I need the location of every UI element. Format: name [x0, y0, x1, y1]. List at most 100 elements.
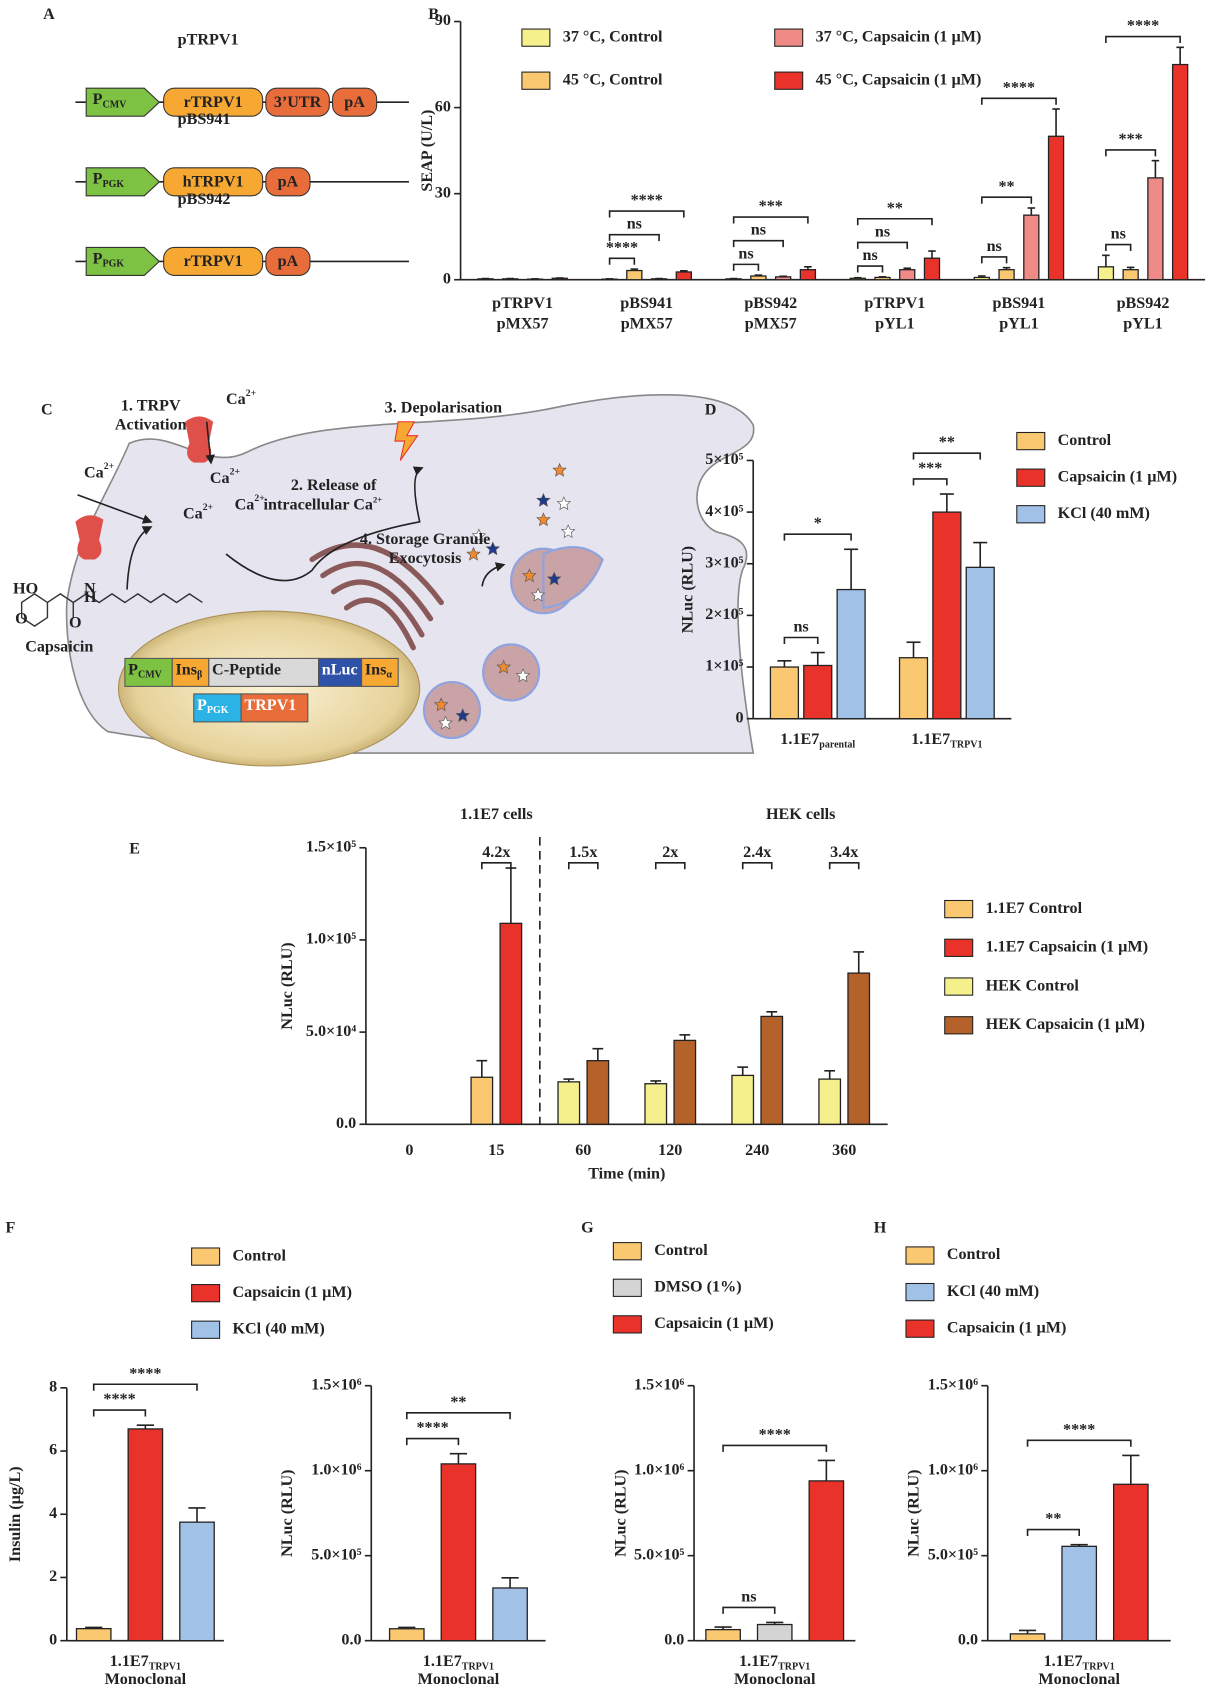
error-bar — [906, 641, 921, 658]
construct-part — [208, 657, 320, 687]
legend-label: Capsaicin (1 µM) — [947, 1319, 1066, 1336]
step-label: 1. TRPV — [121, 397, 181, 414]
bar — [388, 1628, 425, 1642]
y-tick-label: 30 — [435, 184, 451, 201]
bar — [75, 1628, 112, 1642]
significance-bracket — [405, 1411, 511, 1420]
part-label: pA — [278, 174, 299, 191]
x-tick-label: pTRPV1 — [492, 295, 553, 312]
error-bar — [810, 651, 825, 666]
error-bar — [85, 1626, 103, 1629]
error-bar — [1151, 159, 1160, 178]
x-tick-label: 120 — [658, 1142, 682, 1159]
construct-label-main: P — [128, 661, 138, 678]
error-bar — [563, 1078, 575, 1082]
legend-label: DMSO (1%) — [654, 1278, 741, 1295]
ca-label: Ca2+ — [226, 388, 256, 408]
x-tick-label: Monoclonal — [418, 1671, 500, 1688]
error-bar — [779, 275, 787, 278]
plasmid-part — [163, 246, 264, 276]
atom: H — [84, 589, 97, 606]
significance-label: 4.2x — [482, 844, 510, 861]
bar — [644, 1083, 668, 1125]
significance-bracket — [732, 216, 809, 224]
legend-label: KCl (40 mM) — [1058, 505, 1150, 522]
x-tick-label: 1.1E7TRPV1 — [739, 1653, 810, 1673]
legend-swatch — [944, 977, 974, 996]
plasmid-name: pBS941 — [178, 111, 231, 128]
plasmid-name: pTRPV1 — [178, 32, 239, 49]
bar — [1009, 1633, 1046, 1642]
bar — [774, 276, 792, 281]
promoter-label-main: P — [93, 170, 103, 187]
bar — [499, 922, 523, 1125]
significance-label: **** — [416, 1420, 448, 1437]
y-axis-title: NLuc (RLU) — [679, 546, 696, 633]
ca-label: Ca2+ — [84, 461, 114, 481]
error-bar — [188, 1507, 206, 1523]
bar — [673, 1039, 697, 1125]
significance-bracket — [722, 1606, 776, 1614]
trpv-channels — [75, 416, 214, 560]
y-tick-label: 2 — [49, 1568, 57, 1585]
significance-label: * — [814, 515, 822, 532]
bar — [1023, 214, 1040, 281]
significance-label: *** — [759, 198, 783, 215]
panel-label: G — [581, 1219, 594, 1236]
error-bar — [1126, 266, 1135, 270]
x-tick-label: 0 — [405, 1142, 413, 1159]
construct-label-main: TRPV1 — [244, 696, 296, 713]
error-bar — [679, 1034, 691, 1041]
bar — [705, 1628, 741, 1642]
bar — [1171, 63, 1189, 281]
bar — [998, 269, 1015, 281]
significance-bracket — [981, 256, 1008, 264]
bar — [836, 588, 866, 720]
x-tick-label-sub: TRPV1 — [1083, 1662, 1115, 1673]
error-bar — [754, 274, 763, 276]
error-bar — [903, 267, 911, 270]
construct-label-main: C-Peptide — [212, 661, 281, 678]
x-tick-label: 15 — [488, 1142, 504, 1159]
y-tick-label: 0.0 — [958, 1631, 978, 1648]
bar — [932, 511, 962, 720]
bar — [799, 269, 817, 281]
bar — [847, 972, 871, 1125]
legend-swatch — [1016, 468, 1046, 487]
construct-part — [193, 693, 242, 723]
promoter — [85, 246, 161, 276]
nucleus — [117, 610, 421, 767]
bar — [675, 271, 692, 281]
construct-label-sub: β — [197, 670, 202, 681]
promoter-label-sub: PGK — [102, 259, 124, 270]
x-tick-label: 1.1E7TRPV1 — [423, 1653, 494, 1673]
significance-label: **** — [103, 1391, 135, 1408]
x-tick-label-main: 1.1E7 — [423, 1653, 462, 1670]
significance-label: 2.4x — [743, 844, 771, 861]
error-bar — [592, 1047, 604, 1061]
y-tick-label: 4 — [49, 1505, 57, 1522]
legend-swatch — [905, 1282, 935, 1302]
y-axis-title: NLuc (RLU) — [279, 1470, 296, 1557]
ca-label-sup: 2+ — [230, 467, 240, 478]
legend-label: 1.1E7 Control — [986, 900, 1083, 917]
significance-label: ns — [741, 1588, 756, 1605]
error-bar — [650, 1080, 662, 1084]
legend-label: Control — [232, 1247, 286, 1264]
step-label: Activation — [115, 417, 187, 434]
x-tick-label: pMX57 — [745, 316, 797, 333]
y-tick-label: 5×10⁵ — [705, 451, 743, 468]
construct-label: Insβ — [175, 661, 202, 681]
legend-swatch — [1016, 505, 1046, 524]
error-bar — [804, 266, 812, 270]
y-tick-label: 3×10⁵ — [705, 554, 743, 571]
promoter-label-main: P — [93, 91, 103, 108]
y-tick-label: 5.0×10⁴ — [306, 1023, 356, 1040]
bar — [808, 1480, 845, 1642]
y-tick-label: 0.0 — [664, 1631, 684, 1648]
construct-label: nLuc — [322, 661, 358, 678]
error-bar — [680, 270, 688, 272]
significance-bracket — [783, 636, 819, 644]
x-axis-title: Time (min) — [588, 1166, 665, 1183]
